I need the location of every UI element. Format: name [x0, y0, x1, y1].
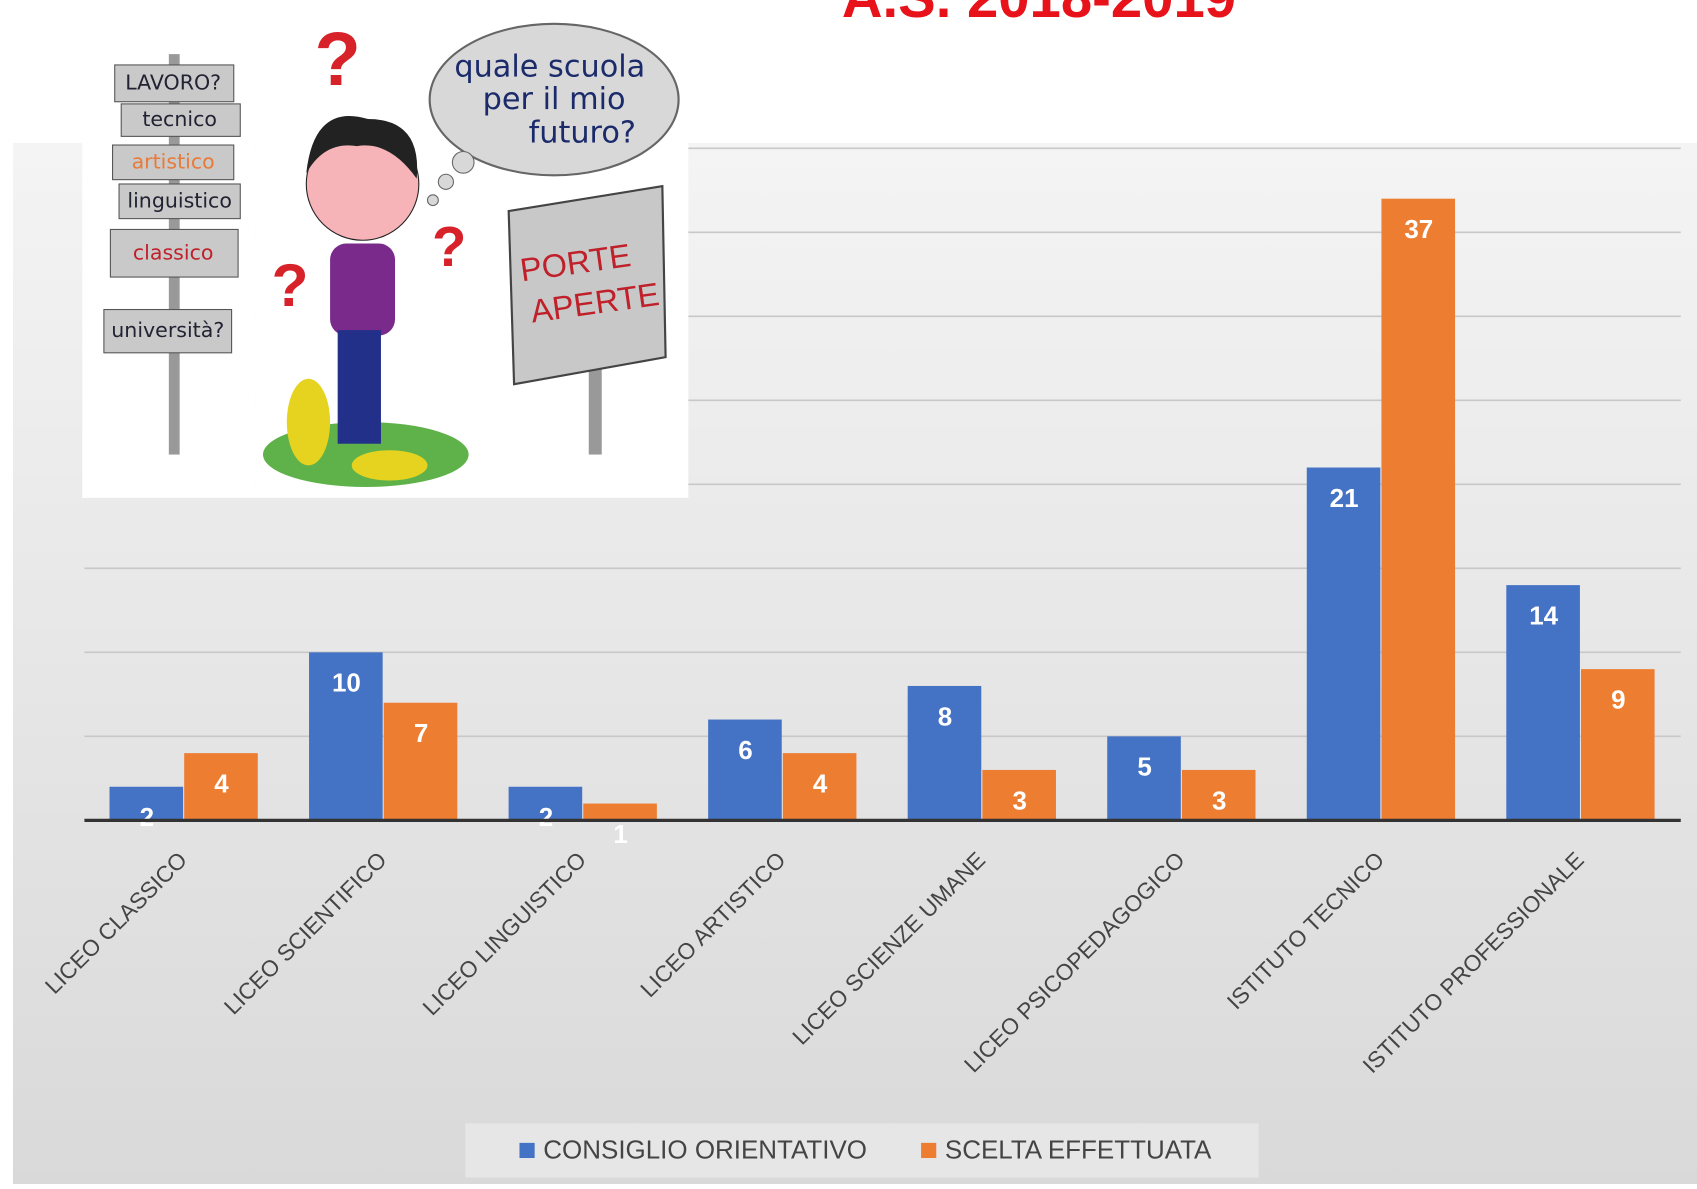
- value-label: 14: [1529, 600, 1558, 630]
- value-label: 21: [1330, 483, 1359, 513]
- value-label: 37: [1404, 214, 1433, 244]
- question-mark-icon: ?: [432, 215, 466, 278]
- sign-text: linguistico: [127, 188, 232, 212]
- legend-swatch: [921, 1143, 936, 1158]
- sign-text: università?: [111, 318, 224, 342]
- chart: A.S. 2018-2019 24LICEO CLASSICO107LICEO …: [0, 0, 1697, 1184]
- value-label: 8: [938, 701, 952, 731]
- value-label: 7: [414, 718, 428, 748]
- question-mark-icon: ?: [272, 251, 309, 319]
- sign-text: classico: [133, 240, 214, 264]
- legend-swatch: [519, 1143, 534, 1158]
- value-label: 1: [613, 819, 627, 849]
- value-label: 6: [738, 735, 752, 765]
- legend-label: SCELTA EFFETTUATA: [945, 1134, 1212, 1164]
- value-label: 9: [1611, 684, 1625, 714]
- shoe: [287, 379, 330, 466]
- body: [330, 244, 395, 336]
- legend: CONSIGLIO ORIENTATIVO SCELTA EFFETTUATA: [519, 1134, 1212, 1164]
- bubble-text: quale scuola: [454, 50, 645, 85]
- shoe: [352, 450, 428, 480]
- bubble-text: per il mio: [483, 82, 626, 117]
- value-label: 3: [1212, 785, 1226, 815]
- thought-dot: [452, 152, 474, 174]
- value-label: 2: [539, 802, 553, 832]
- question-mark-icon: ?: [315, 17, 361, 102]
- sign-text: LAVORO?: [125, 70, 221, 94]
- sign-text: tecnico: [142, 107, 217, 131]
- legend-label: CONSIGLIO ORIENTATIVO: [543, 1134, 867, 1164]
- thought-dot: [438, 174, 453, 189]
- legs: [338, 330, 381, 444]
- value-label: 4: [214, 768, 229, 798]
- value-label: 5: [1137, 752, 1151, 782]
- bar: [583, 804, 657, 821]
- value-label: 10: [332, 668, 361, 698]
- thought-dot: [427, 195, 438, 206]
- value-label: 3: [1012, 785, 1026, 815]
- bar: [1381, 199, 1455, 821]
- chart-title: A.S. 2018-2019: [842, 0, 1236, 29]
- bar: [1307, 468, 1381, 821]
- value-label: 2: [140, 802, 154, 832]
- illustration: LAVORO? tecnico artistico linguistico cl…: [82, 11, 688, 498]
- board-post: [589, 368, 602, 455]
- value-label: 4: [813, 768, 828, 798]
- sign-text: artistico: [132, 149, 215, 173]
- page: {"chart_data": {"type": "bar", "title": …: [0, 0, 1697, 1184]
- bubble-text: futuro?: [529, 116, 636, 151]
